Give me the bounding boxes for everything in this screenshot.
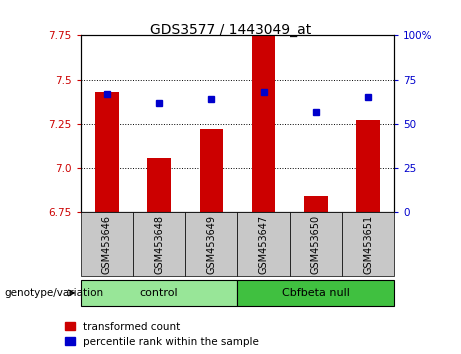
Bar bbox=[252, 35, 275, 212]
Bar bbox=[356, 120, 380, 212]
Bar bbox=[148, 158, 171, 212]
Bar bbox=[342, 212, 394, 276]
Bar bbox=[95, 92, 118, 212]
Text: GDS3577 / 1443049_at: GDS3577 / 1443049_at bbox=[150, 23, 311, 37]
Text: GSM453650: GSM453650 bbox=[311, 215, 321, 274]
Text: GSM453651: GSM453651 bbox=[363, 215, 373, 274]
Bar bbox=[304, 196, 327, 212]
Bar bbox=[290, 212, 342, 276]
Text: GSM453646: GSM453646 bbox=[102, 215, 112, 274]
Bar bbox=[81, 280, 237, 306]
Bar bbox=[185, 212, 237, 276]
Bar bbox=[200, 129, 223, 212]
Bar bbox=[237, 280, 394, 306]
Bar bbox=[133, 212, 185, 276]
Text: genotype/variation: genotype/variation bbox=[5, 288, 104, 298]
Text: Cbfbeta null: Cbfbeta null bbox=[282, 288, 350, 298]
Text: control: control bbox=[140, 288, 178, 298]
Bar bbox=[81, 212, 133, 276]
Text: GSM453648: GSM453648 bbox=[154, 215, 164, 274]
Text: GSM453649: GSM453649 bbox=[206, 215, 216, 274]
Text: GSM453647: GSM453647 bbox=[259, 215, 269, 274]
Bar bbox=[237, 212, 290, 276]
Legend: transformed count, percentile rank within the sample: transformed count, percentile rank withi… bbox=[65, 322, 259, 347]
